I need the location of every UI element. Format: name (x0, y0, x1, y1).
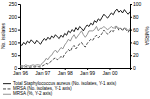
y-tick: 0 (14, 65, 20, 71)
y-tick: 200 (9, 14, 20, 20)
legend-swatch (3, 83, 11, 84)
tick-label: 100 (9, 40, 18, 46)
legend-label: MRSA (No. isolates, Y-1 axis) (13, 86, 72, 91)
y2-tick: 100 (130, 1, 142, 7)
legend: Total Staphylococcus aureus (No. isolate… (3, 81, 117, 97)
series-line (20, 9, 130, 45)
tick-mark (130, 17, 132, 18)
y2-axis-title: %MRSA (144, 27, 150, 47)
tick-mark (130, 30, 132, 31)
y-tick: 50 (11, 52, 20, 58)
tick-label: 40 (133, 40, 139, 46)
tick-mark (130, 4, 132, 5)
legend-label: Total Staphylococcus aureus (No. isolate… (13, 81, 117, 86)
tick-label: 100 (133, 1, 142, 7)
tick-label: 150 (9, 27, 18, 33)
tick-label: Jan 99 (80, 70, 95, 76)
y-axis-title: No. isolates (0, 22, 6, 49)
legend-label: MRSA (%, Y-2 axis) (13, 91, 53, 96)
x-tick: Jan 00 (102, 68, 117, 76)
legend-swatch (3, 88, 11, 89)
tick-label: Jan 00 (102, 70, 117, 76)
tick-mark (18, 42, 20, 43)
tick-label: Jan 98 (58, 70, 73, 76)
y-tick: 100 (9, 40, 20, 46)
series-line (20, 27, 130, 68)
tick-label: 250 (9, 1, 18, 7)
tick-mark (130, 55, 132, 56)
x-tick: Jan 98 (58, 68, 73, 76)
x-axis: Jan 96Jan 97Jan 98Jan 99Jan 00 (13, 68, 131, 76)
series-line (20, 26, 130, 66)
tick-label: 80 (133, 14, 139, 20)
tick-mark (130, 68, 132, 69)
tick-mark (18, 30, 20, 31)
axis-domain (131, 5, 133, 69)
tick-label: Jan 97 (35, 70, 50, 76)
y2-tick: 20 (130, 52, 139, 58)
legend-item: MRSA (No. isolates, Y-1 axis) (3, 86, 72, 91)
tick-label: 50 (11, 52, 17, 58)
tick-mark (18, 17, 20, 18)
legend-item: Total Staphylococcus aureus (No. isolate… (3, 81, 117, 86)
lines (20, 9, 130, 67)
y-tick: 150 (9, 27, 20, 33)
tick-mark (18, 55, 20, 56)
plot: Jan 96Jan 97Jan 98Jan 99Jan 000501001502… (9, 1, 142, 75)
tick-mark (18, 68, 20, 69)
x-tick: Jan 99 (80, 68, 95, 76)
tick-label: 0 (133, 65, 136, 71)
y-tick: 250 (9, 1, 20, 7)
y2-tick: 0 (130, 65, 136, 71)
tick-label: 200 (9, 14, 18, 20)
y2-tick: 60 (130, 27, 139, 33)
chart: Jan 96Jan 97Jan 98Jan 99Jan 000501001502… (0, 0, 150, 99)
tick-mark (130, 42, 132, 43)
y2-tick: 80 (130, 14, 139, 20)
y2-axis: 0 20 40 60 80 100 (130, 1, 142, 71)
legend-swatch (3, 94, 11, 95)
axis-domain (18, 5, 21, 69)
tick-mark (18, 4, 20, 5)
tick-label: 0 (14, 65, 17, 71)
legend-item: MRSA (%, Y-2 axis) (3, 91, 53, 96)
x-tick: Jan 97 (35, 68, 50, 76)
tick-label: 20 (133, 52, 139, 58)
y-axis: 0 50 100 150 200 250 (9, 1, 21, 71)
y2-tick: 40 (130, 40, 139, 46)
tick-label: 60 (133, 27, 139, 33)
